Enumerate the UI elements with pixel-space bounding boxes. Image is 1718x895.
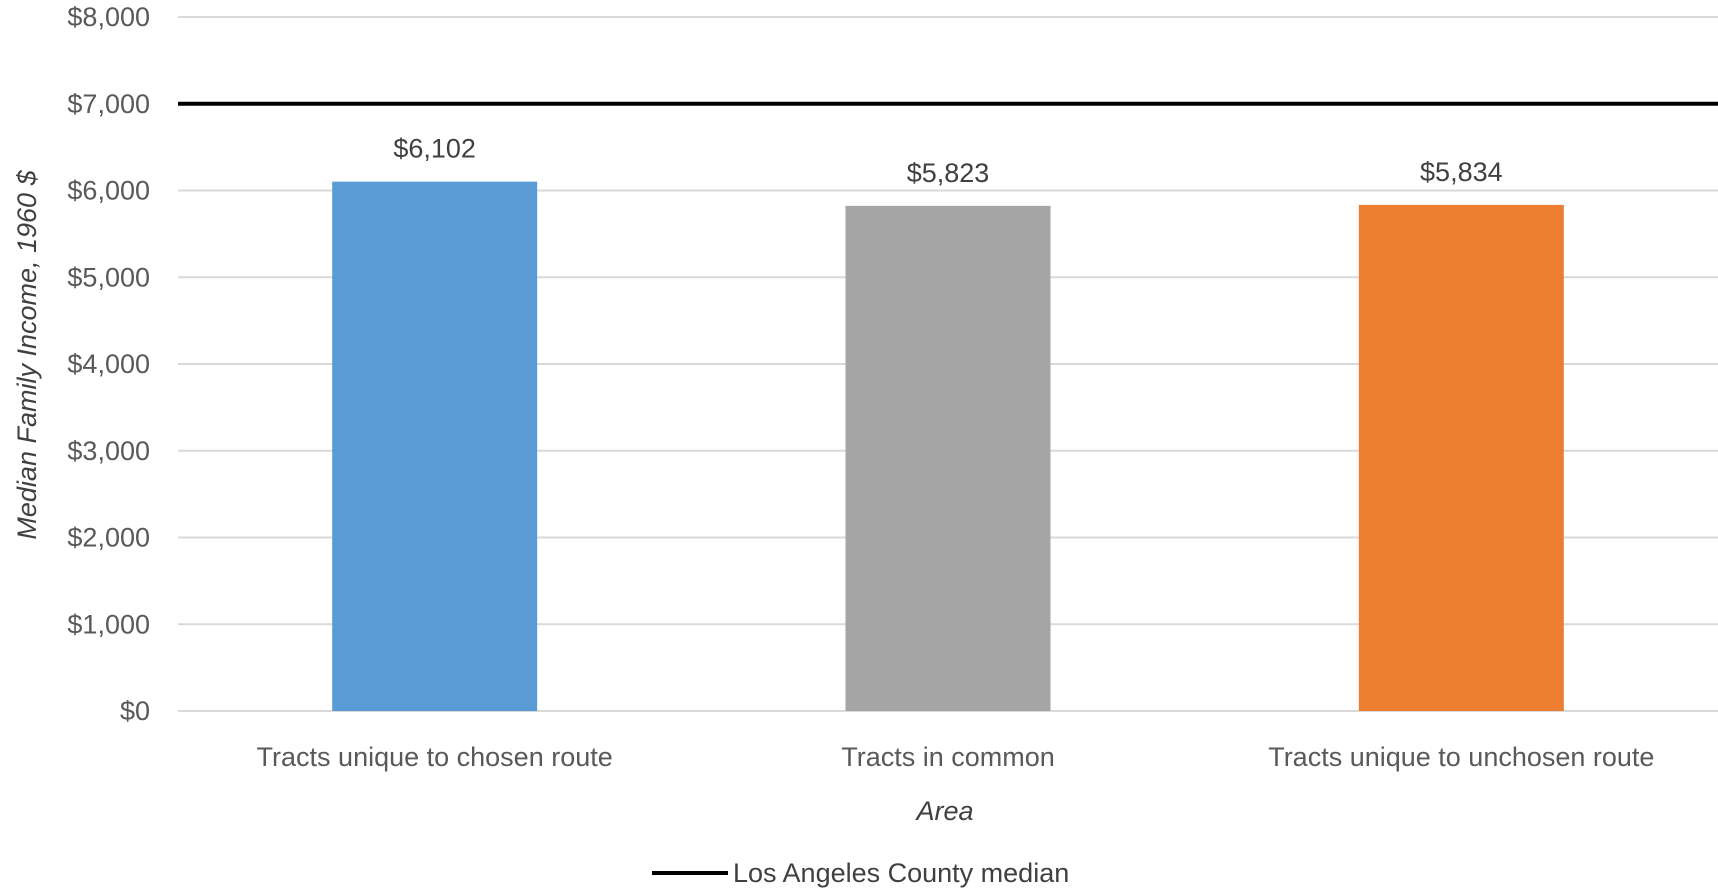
legend: Los Angeles County median <box>652 858 1069 888</box>
data-labels: $6,102 $5,823 $5,834 <box>393 134 1502 188</box>
x-category-label: Tracts in common <box>841 742 1055 772</box>
y-tick-label: $0 <box>120 696 150 726</box>
data-label: $5,823 <box>907 158 990 188</box>
y-axis-tick-labels: $0 $1,000 $2,000 $3,000 $4,000 $5,000 $6,000 $7… <box>67 2 150 726</box>
bars <box>332 182 1564 711</box>
bar <box>332 182 537 711</box>
data-label: $5,834 <box>1420 157 1503 187</box>
legend-label: Los Angeles County median <box>733 858 1069 888</box>
bar <box>846 206 1051 711</box>
y-tick-label: $6,000 <box>67 176 150 206</box>
y-tick-label: $7,000 <box>67 89 150 119</box>
x-axis-category-labels: Tracts unique to chosen route Tracts in c… <box>257 742 1655 772</box>
y-tick-label: $4,000 <box>67 349 150 379</box>
x-axis-title: Area <box>914 796 973 826</box>
y-tick-label: $8,000 <box>67 2 150 32</box>
y-tick-label: $3,000 <box>67 436 150 466</box>
x-category-label: Tracts unique to chosen route <box>257 742 613 772</box>
y-tick-label: $2,000 <box>67 523 150 553</box>
y-tick-label: $5,000 <box>67 262 150 292</box>
data-label: $6,102 <box>393 134 476 164</box>
y-tick-label: $1,000 <box>67 609 150 639</box>
bar <box>1359 205 1564 711</box>
x-category-label: Tracts unique to unchosen route <box>1268 742 1654 772</box>
y-axis-title: Median Family Income, 1960 $ <box>12 169 42 539</box>
